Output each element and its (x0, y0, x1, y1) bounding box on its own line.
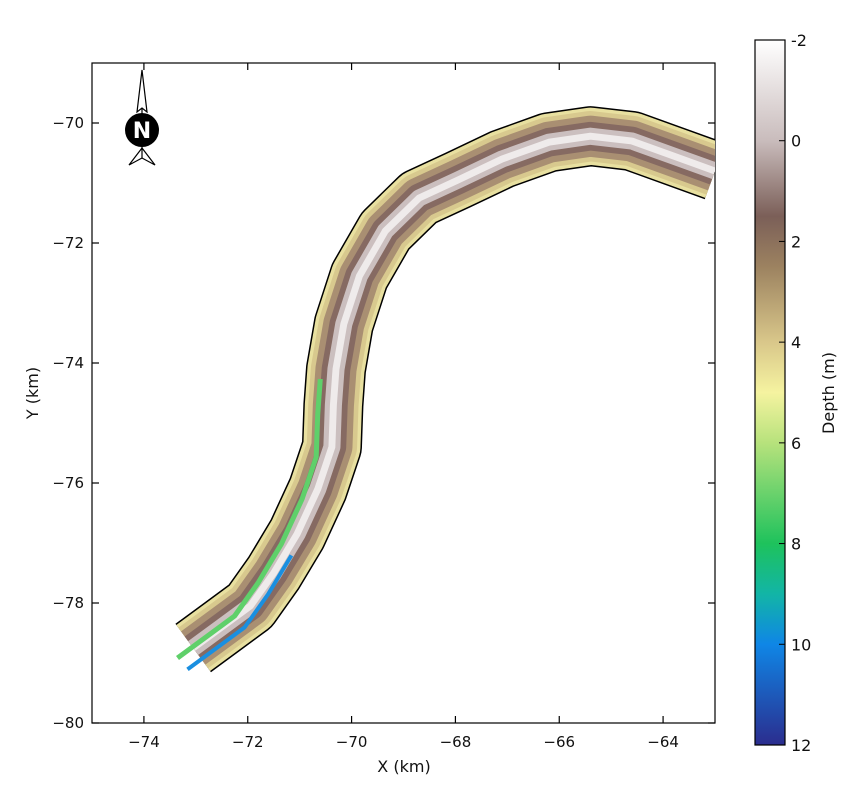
colorbar-tick-label: 0 (791, 132, 801, 151)
colorbar-label: Depth (m) (819, 352, 838, 434)
channel-deepest-fringe (186, 554, 294, 672)
colorbar-ticks: -2 0 2 4 6 8 10 12 (779, 31, 811, 755)
x-tick-label: −70 (336, 733, 368, 751)
x-tick-label: −64 (647, 733, 679, 751)
colorbar-tick-label: -2 (791, 31, 807, 50)
channel-core (191, 132, 715, 651)
y-tick-label: −70 (52, 114, 84, 132)
colorbar-tick-label: 10 (791, 635, 811, 654)
y-tick-label: −76 (52, 474, 84, 492)
y-axis-label: Y (km) (23, 367, 42, 420)
north-label: N (133, 119, 151, 144)
channel-bathymetry (175, 106, 715, 673)
colorbar (754, 39, 786, 746)
colorbar-tick-label: 2 (791, 232, 801, 251)
x-axis-label: X (km) (377, 757, 430, 776)
colorbar-tick-label: 6 (791, 434, 801, 453)
y-axis-ticks: −70 −72 −74 −76 −78 −80 (52, 114, 715, 732)
x-tick-label: −66 (543, 733, 575, 751)
x-tick-label: −74 (128, 733, 160, 751)
x-tick-label: −72 (232, 733, 264, 751)
colorbar-tick-label: 8 (791, 535, 801, 554)
y-tick-label: −72 (52, 234, 84, 252)
y-tick-label: −74 (52, 354, 84, 372)
colorbar-tick-label: 12 (791, 736, 811, 755)
colorbar-tick-label: 4 (791, 333, 801, 352)
y-tick-label: −80 (52, 714, 84, 732)
north-arrow-icon: N (125, 69, 159, 166)
x-tick-label: −68 (440, 733, 472, 751)
channel-deep-fringe (176, 378, 323, 661)
y-tick-label: −78 (52, 594, 84, 612)
x-axis-ticks: −74 −72 −70 −68 −66 −64 (128, 63, 679, 751)
